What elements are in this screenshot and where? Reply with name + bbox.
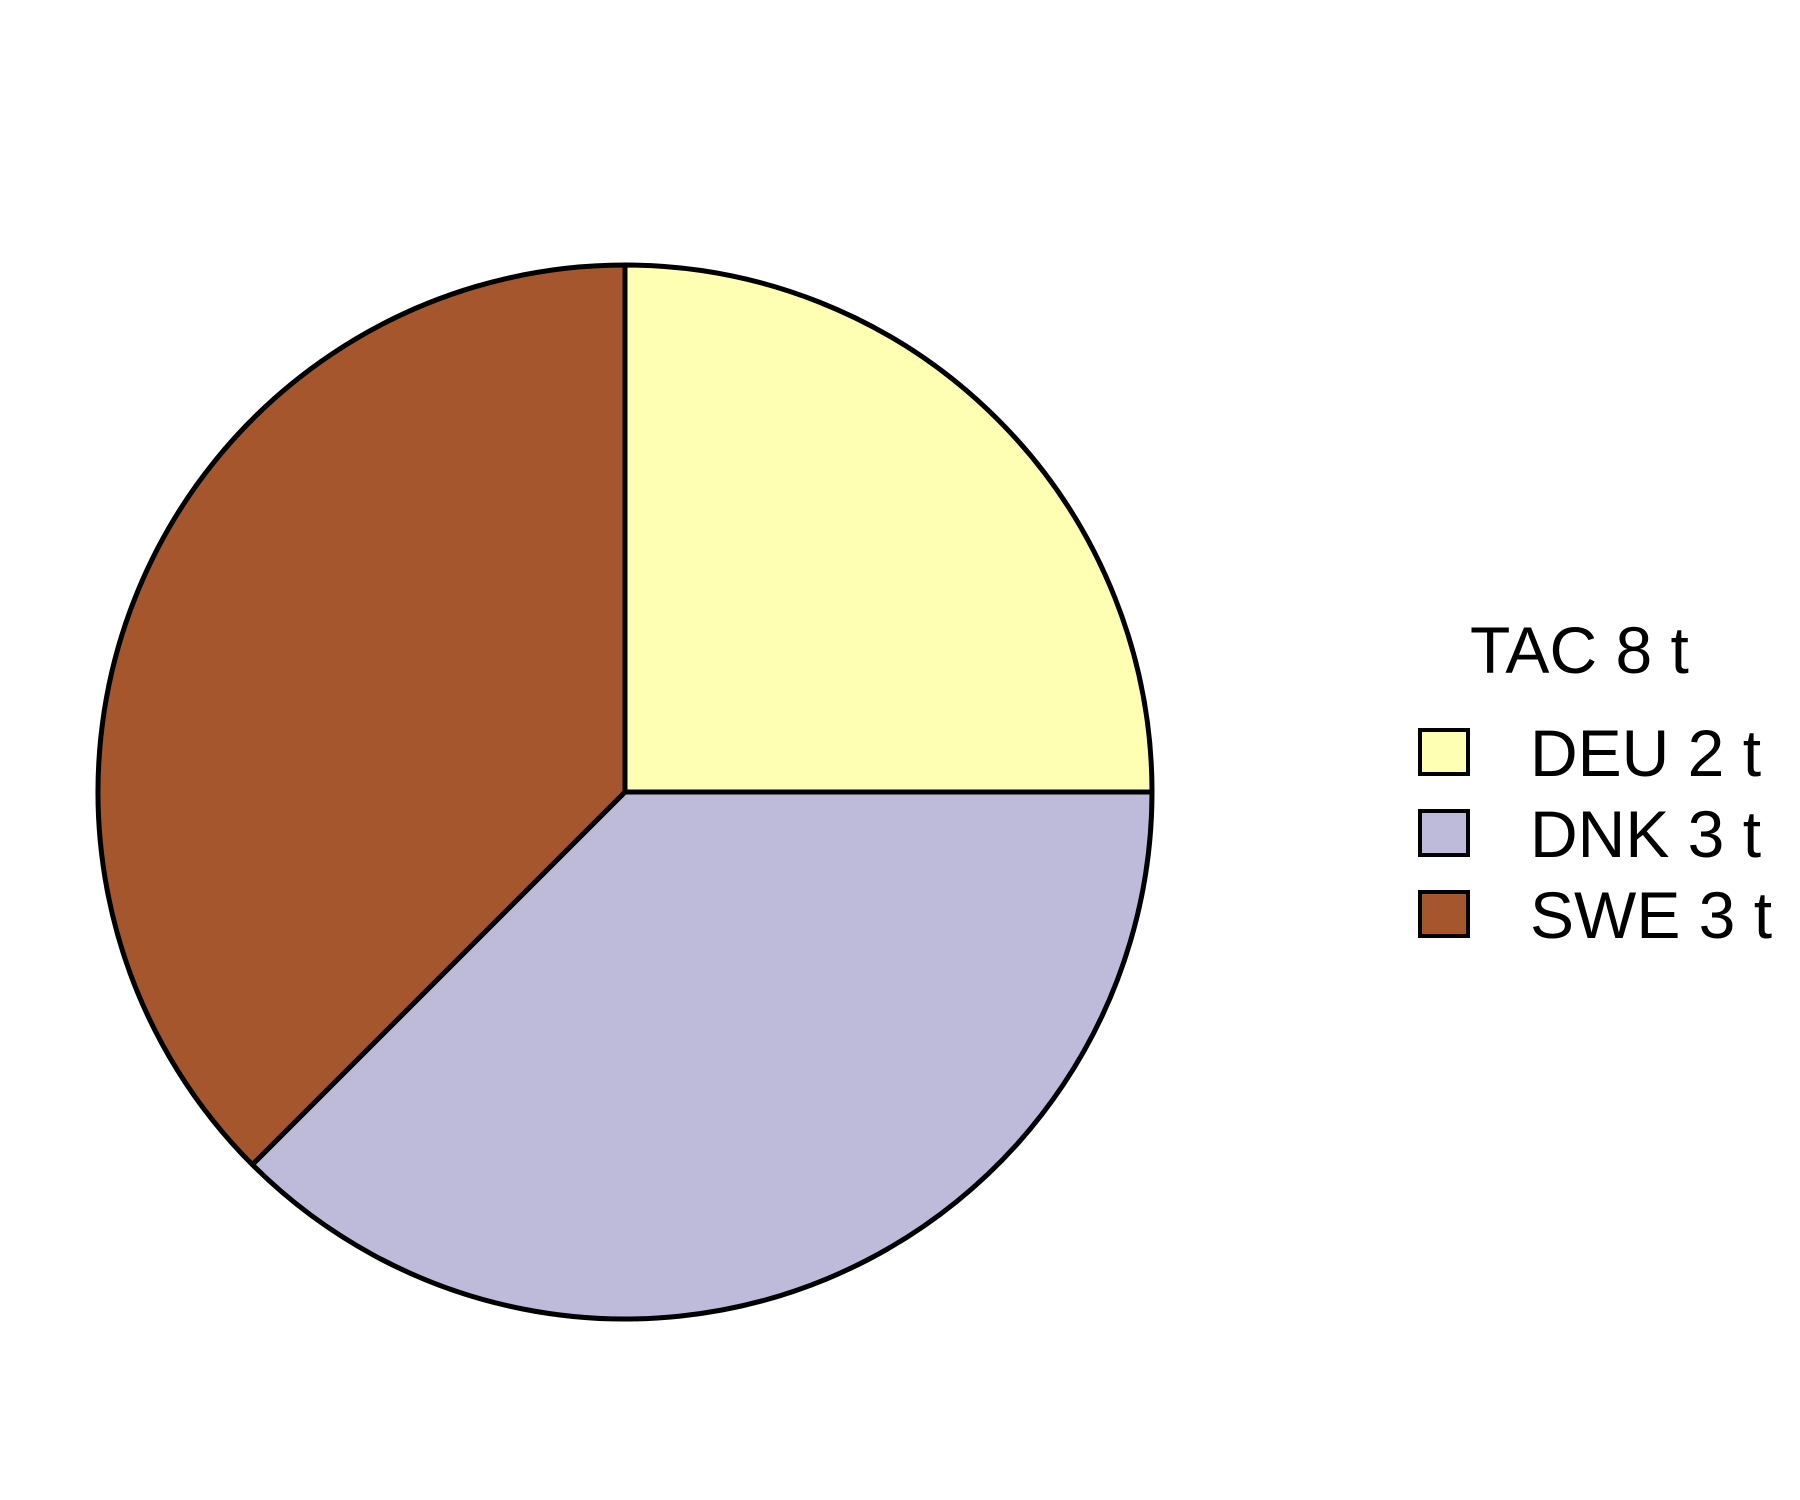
pie-slice-dnk <box>249 789 1155 1322</box>
legend-swatch-dnk <box>1418 809 1470 857</box>
legend-item-deu: DEU 2 t <box>1418 716 1761 790</box>
legend-swatch-swe <box>1418 890 1470 938</box>
legend-label-deu: DEU 2 t <box>1530 716 1761 790</box>
pie-slices <box>95 262 1155 1322</box>
pie-slice-swe <box>95 262 628 1168</box>
legend-swatch-deu <box>1418 728 1470 776</box>
pie-slice-deu <box>622 262 1155 795</box>
legend-item-dnk: DNK 3 t <box>1418 797 1761 871</box>
legend-label-dnk: DNK 3 t <box>1530 797 1761 871</box>
legend-item-swe: SWE 3 t <box>1418 878 1772 952</box>
legend-title: TAC 8 t <box>1470 613 1689 687</box>
legend-label-swe: SWE 3 t <box>1530 878 1772 952</box>
